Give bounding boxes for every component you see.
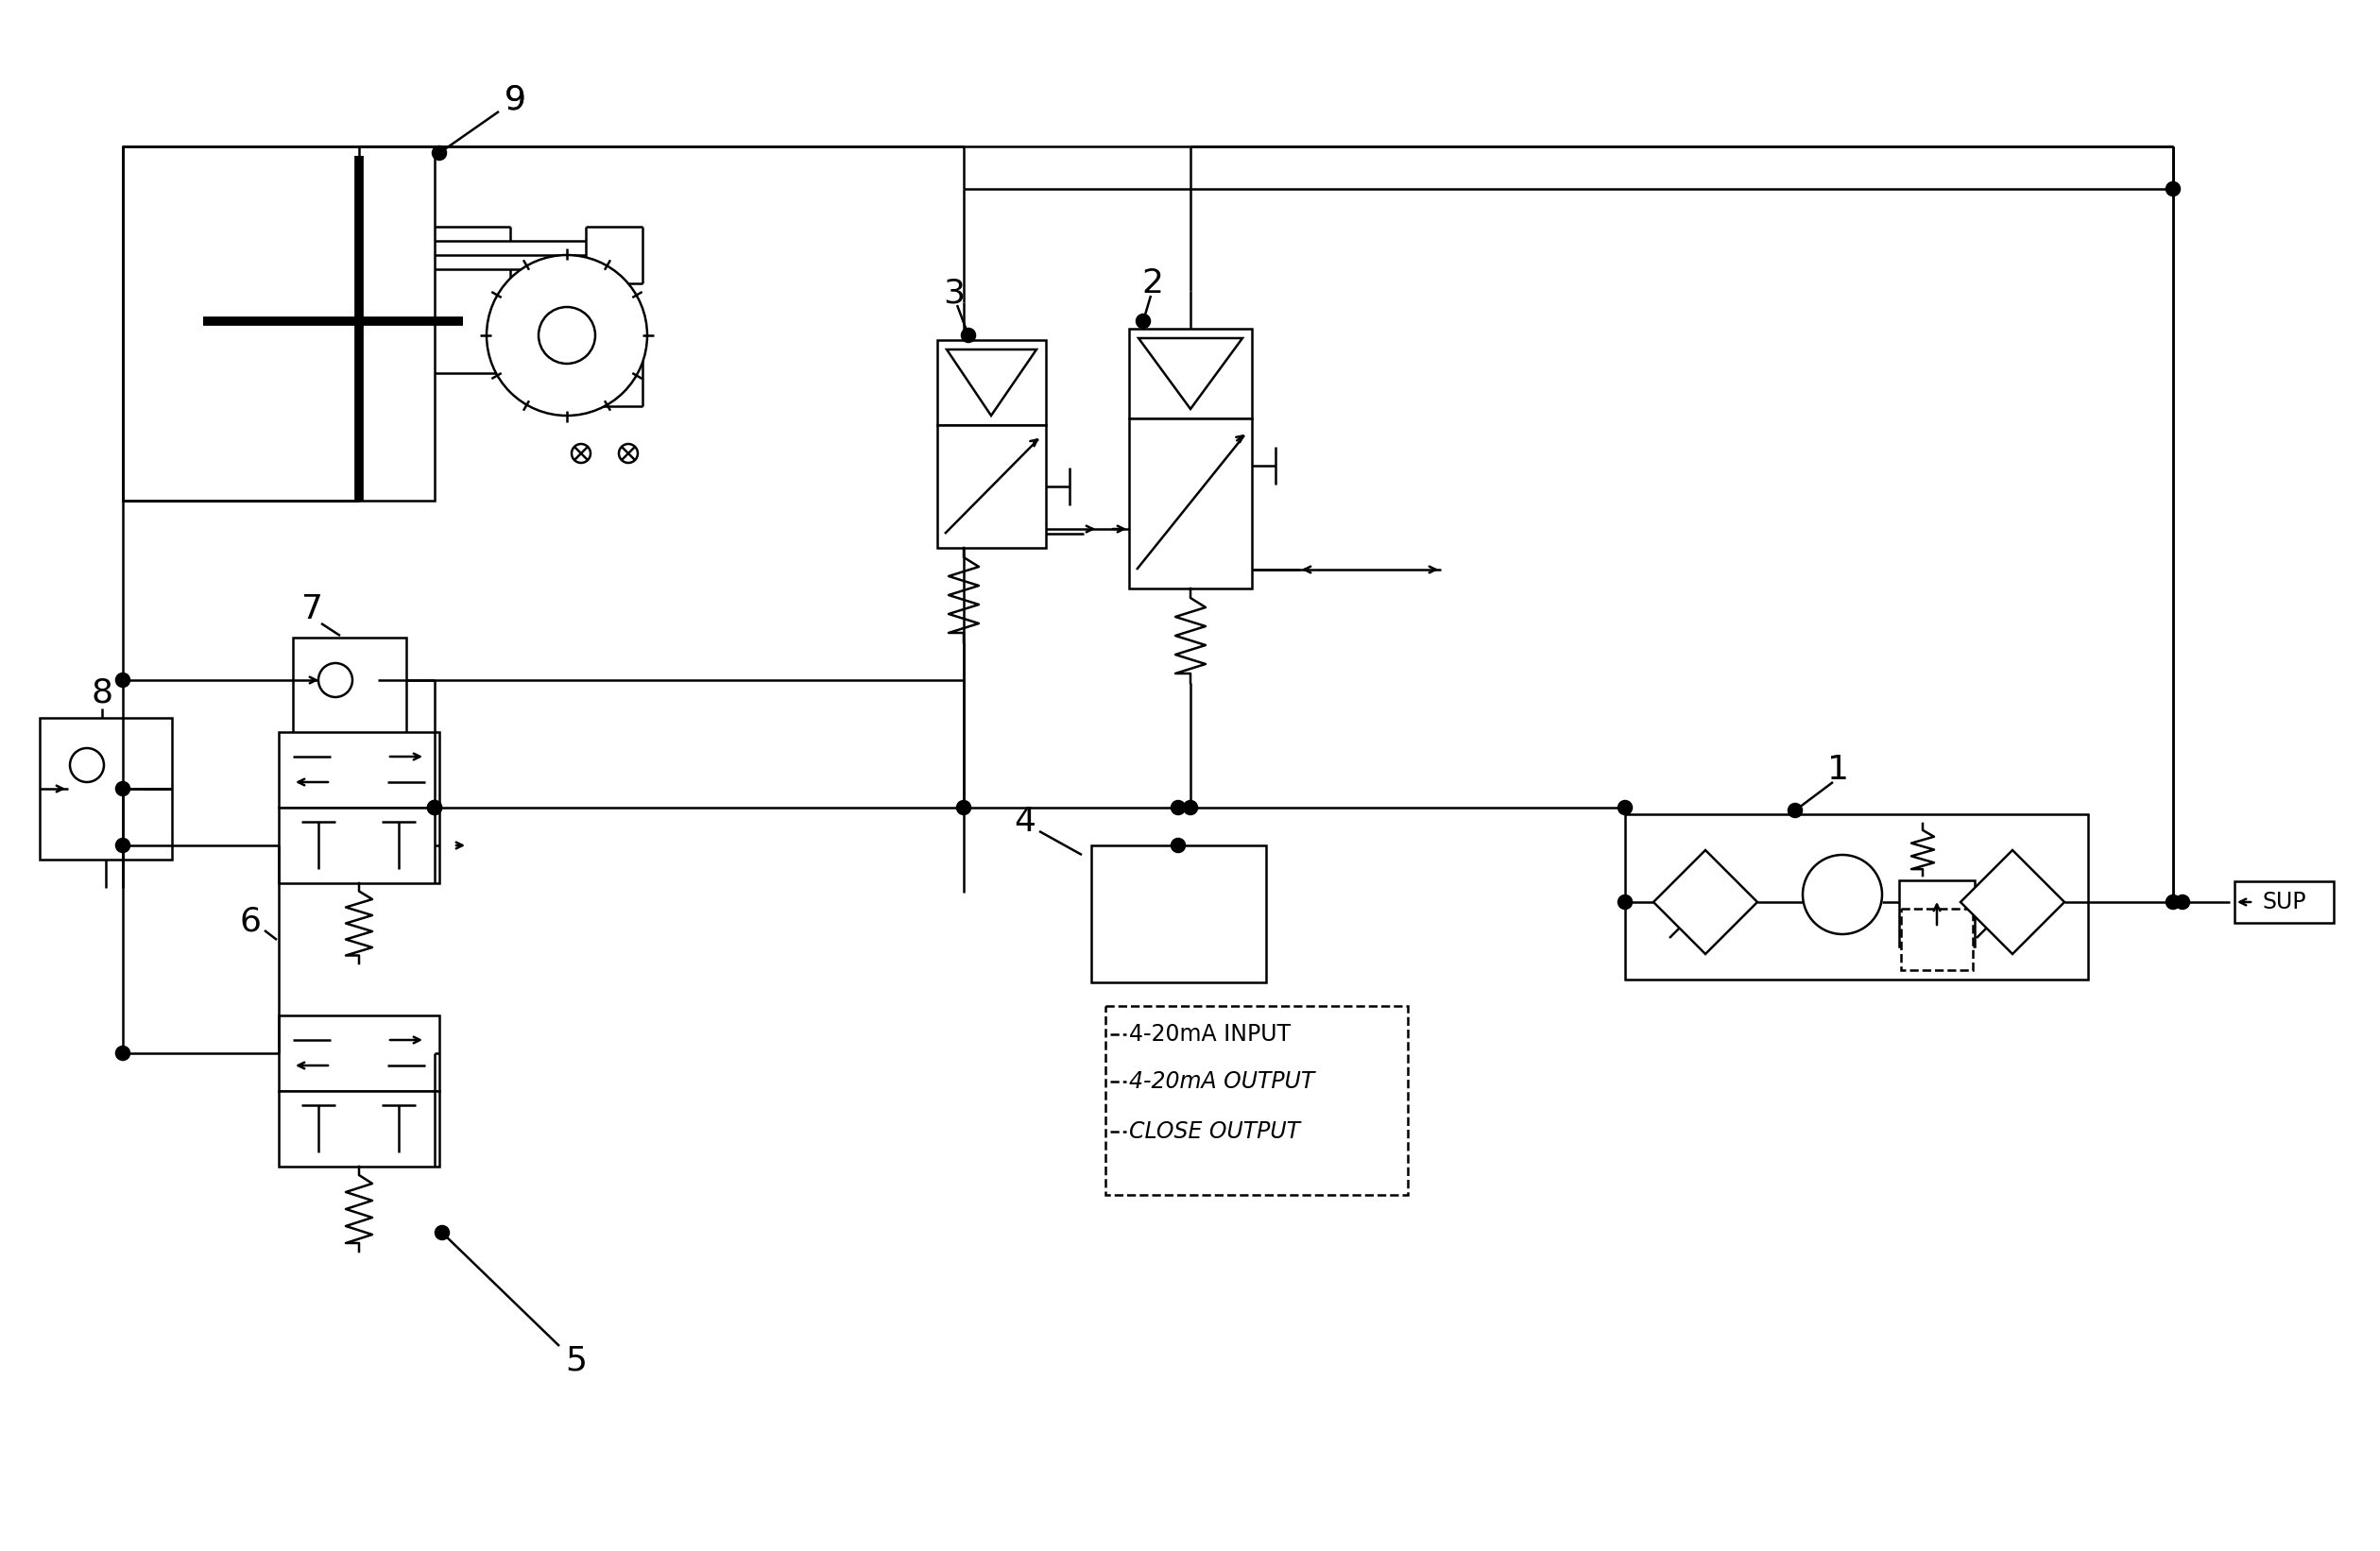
Polygon shape — [1138, 338, 1242, 409]
Text: 2: 2 — [1142, 267, 1164, 299]
Text: 9: 9 — [505, 84, 526, 115]
Bar — [293, 637, 407, 741]
Bar — [278, 732, 440, 808]
Bar — [278, 808, 440, 883]
Text: 4: 4 — [1014, 805, 1035, 838]
Circle shape — [428, 800, 440, 814]
Text: 1: 1 — [1828, 754, 1849, 786]
Circle shape — [2166, 895, 2180, 909]
Text: 5: 5 — [566, 1345, 588, 1376]
Bar — [1104, 1007, 1409, 1194]
Circle shape — [1618, 800, 1633, 814]
Circle shape — [1787, 803, 1802, 817]
Bar — [2235, 881, 2335, 923]
Bar — [1902, 909, 1973, 969]
Text: 7: 7 — [300, 592, 324, 625]
Circle shape — [1183, 800, 1197, 814]
Text: SUP: SUP — [2263, 890, 2306, 914]
Text: CLOSE OUTPUT: CLOSE OUTPUT — [1128, 1120, 1299, 1143]
Bar — [1626, 814, 2087, 980]
Circle shape — [433, 146, 445, 160]
Text: 4-20mA INPUT: 4-20mA INPUT — [1128, 1024, 1290, 1045]
Circle shape — [962, 329, 976, 341]
Circle shape — [117, 1047, 129, 1059]
Circle shape — [2166, 183, 2180, 195]
Circle shape — [436, 1225, 450, 1239]
Polygon shape — [1654, 850, 1756, 954]
Bar — [1128, 419, 1252, 588]
Polygon shape — [1961, 850, 2063, 954]
Circle shape — [319, 664, 352, 696]
Bar — [278, 1016, 440, 1090]
Text: 3: 3 — [942, 276, 966, 309]
Bar — [1092, 845, 1266, 982]
Text: 6: 6 — [240, 904, 262, 937]
Text: 4-20mA OUTPUT: 4-20mA OUTPUT — [1128, 1070, 1314, 1093]
Bar — [278, 1090, 440, 1166]
Bar — [1128, 329, 1252, 419]
Text: 8: 8 — [90, 676, 112, 709]
Circle shape — [1138, 315, 1150, 327]
Bar — [40, 718, 171, 859]
Circle shape — [117, 673, 129, 687]
Bar — [124, 146, 436, 501]
Circle shape — [117, 839, 129, 851]
Polygon shape — [947, 349, 1035, 416]
Circle shape — [571, 444, 590, 462]
Circle shape — [957, 800, 971, 814]
Circle shape — [486, 254, 647, 416]
Circle shape — [1171, 800, 1185, 814]
Circle shape — [117, 782, 129, 796]
Circle shape — [69, 748, 105, 782]
Circle shape — [2175, 895, 2190, 909]
Circle shape — [1802, 855, 1883, 934]
Circle shape — [538, 307, 595, 363]
Bar — [938, 340, 1045, 425]
Bar — [1899, 881, 1975, 946]
Circle shape — [1171, 839, 1185, 851]
Circle shape — [619, 444, 638, 462]
Circle shape — [1618, 895, 1633, 909]
Bar — [938, 425, 1045, 548]
Text: 9: 9 — [505, 84, 526, 115]
Circle shape — [428, 800, 440, 814]
